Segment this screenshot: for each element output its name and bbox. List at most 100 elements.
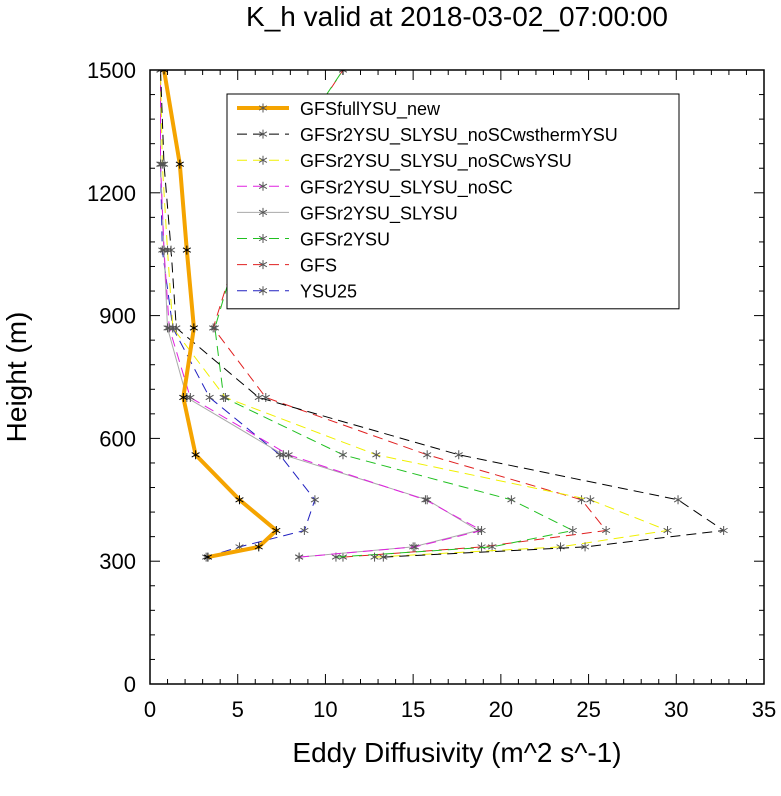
data-point [166, 245, 176, 255]
data-point [175, 159, 184, 169]
legend-item: GFSr2YSU_SLYSU_noSCwsthermYSU [237, 125, 618, 146]
x-axis-label: Eddy Diffusivity (m^2 s^-1) [292, 737, 621, 768]
data-point [158, 245, 167, 255]
y-tick-label: 1200 [87, 181, 136, 206]
data-point [556, 542, 565, 552]
data-point [191, 450, 200, 460]
y-tick-label: 300 [99, 549, 136, 574]
data-point [235, 542, 244, 552]
data-point [182, 392, 191, 402]
series-1 [156, 70, 728, 562]
data-point [487, 542, 497, 552]
legend-label: GFS [300, 256, 337, 276]
series-line [160, 70, 480, 558]
y-tick-label: 1500 [87, 58, 136, 83]
data-point [261, 392, 270, 402]
legend-item: GFSr2YSU_SLYSU_noSCwsYSU [237, 151, 572, 172]
legend-label: GFSr2YSU [300, 230, 390, 250]
data-point [410, 542, 420, 552]
legend-item: YSU25 [237, 282, 357, 302]
data-point [163, 245, 172, 255]
data-point [172, 323, 181, 333]
x-tick-label: 30 [664, 697, 688, 722]
x-tick-label: 0 [144, 697, 156, 722]
data-point [159, 245, 169, 255]
data-point [577, 495, 586, 505]
legend-label: YSU25 [300, 282, 357, 302]
data-point [221, 392, 230, 402]
x-tick-label: 15 [401, 697, 425, 722]
data-point [189, 323, 199, 333]
data-point [254, 392, 263, 402]
series-line [160, 70, 670, 558]
legend-box [226, 93, 680, 310]
data-point [219, 392, 228, 402]
data-point [454, 450, 463, 460]
data-point [568, 526, 577, 535]
legend-label: GFSr2YSU_SLYSU [300, 203, 458, 224]
legend-label: GFSr2YSU_SLYSU_noSCwsthermYSU [300, 125, 618, 146]
data-point [168, 323, 177, 333]
data-point [477, 526, 486, 535]
x-tick-label: 10 [313, 697, 337, 722]
legend-item: GFSr2YSU_SLYSU_noSC [237, 177, 513, 198]
series-3 [156, 70, 486, 562]
data-point [586, 495, 595, 505]
legend-label: GFSr2YSU_SLYSU_noSC [300, 177, 513, 198]
y-axis-label: Height (m) [1, 312, 32, 443]
data-point [379, 552, 388, 562]
axes-layer: 0 5 10 15 20 25 30 35 0 300 600 900 1200 1500 [87, 58, 776, 722]
data-point [179, 392, 188, 402]
data-point [338, 450, 348, 460]
data-point [254, 542, 263, 552]
data-point [235, 495, 244, 505]
x-tick-label: 25 [576, 697, 600, 722]
data-point [284, 450, 293, 460]
data-point [182, 245, 191, 255]
y-tick-label: 900 [99, 304, 136, 329]
series-0 [159, 70, 281, 562]
x-tick-label: 20 [489, 697, 513, 722]
legend-item: GFS [237, 256, 337, 276]
data-point [272, 526, 281, 535]
y-tick-label: 600 [99, 426, 136, 451]
y-tick-label: 0 [124, 672, 136, 697]
data-point [663, 526, 672, 535]
data-point [156, 159, 165, 169]
data-point [719, 526, 728, 535]
data-point [372, 450, 381, 460]
series-line [162, 70, 280, 560]
data-point [601, 526, 611, 535]
data-point [279, 450, 288, 460]
data-point [421, 495, 430, 505]
data-point [310, 495, 320, 505]
series-2 [156, 70, 672, 562]
legend-item: GFSr2YSU_SLYSU [237, 203, 458, 224]
series-line [160, 70, 316, 558]
data-point [165, 323, 174, 333]
data-point [201, 552, 211, 562]
data-point [275, 450, 284, 460]
x-tick-label: 5 [232, 697, 244, 722]
data-point [163, 323, 172, 333]
data-point [423, 495, 432, 505]
series-line [160, 70, 483, 558]
data-point [507, 495, 516, 505]
data-point [300, 526, 309, 535]
data-point [159, 159, 169, 169]
chart-title: K_h valid at 2018-03-02_07:00:00 [246, 1, 668, 32]
data-point [423, 450, 432, 460]
data-point [473, 526, 483, 535]
data-point [370, 552, 379, 562]
data-point [203, 552, 213, 562]
data-point [209, 323, 218, 333]
data-point [186, 392, 195, 402]
legend-label: GFSr2YSU_SLYSU_noSCwsYSU [300, 151, 572, 172]
series-line [214, 70, 575, 558]
plot-frame [149, 69, 765, 685]
data-point [210, 323, 220, 333]
data-point [158, 159, 167, 169]
legend-label: GFSfullYSU_new [300, 99, 441, 120]
series-line [160, 70, 726, 558]
